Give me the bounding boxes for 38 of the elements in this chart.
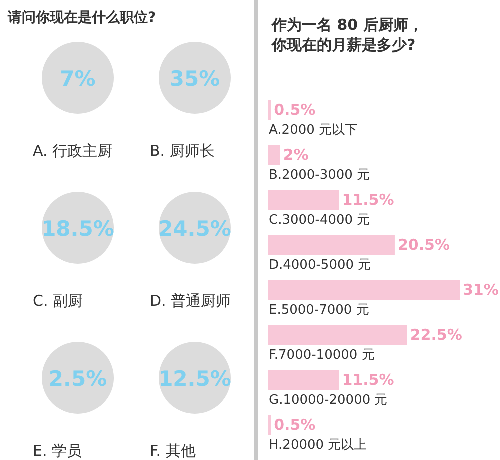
data-label: 20.5% — [398, 236, 450, 254]
y-tick-label: C.3000-4000 元 — [269, 213, 370, 228]
category-label: B. 厨师长 — [150, 142, 215, 160]
data-label: 11.5% — [342, 371, 394, 389]
data-label: 24.5% — [158, 217, 232, 241]
bar — [268, 100, 272, 120]
bar — [268, 370, 340, 390]
y-tick-label: E.5000-7000 元 — [269, 303, 370, 318]
category-label: F. 其他 — [150, 442, 196, 460]
category-label: C. 副厨 — [33, 292, 84, 310]
bar — [268, 190, 340, 210]
data-label: 35% — [170, 67, 220, 91]
y-tick-label: G.10000-20000 元 — [269, 393, 388, 408]
bar — [268, 145, 280, 165]
data-label: 22.5% — [410, 326, 462, 344]
category-label: E. 学员 — [33, 442, 82, 460]
data-label: 18.5% — [42, 217, 114, 241]
data-label: 7% — [60, 67, 96, 91]
category-label: A. 行政主厨 — [33, 142, 113, 160]
y-tick-label: H.20000 元以上 — [269, 438, 368, 453]
y-tick-label: B.2000-3000 元 — [269, 168, 370, 183]
data-label: 2.5% — [48, 367, 108, 391]
data-label: 12.5% — [158, 367, 232, 391]
bar — [268, 235, 395, 255]
chart-title: 作为一名 80 后厨师，你现在的月薪是多少? — [271, 16, 424, 54]
y-tick-label: A.2000 元以下 — [269, 123, 358, 138]
data-label: 0.5% — [274, 416, 316, 434]
text: 请问你现在是什么职位? — [7, 10, 156, 26]
bar — [268, 415, 272, 435]
data-label: 11.5% — [342, 191, 394, 209]
data-label: 2% — [283, 146, 309, 164]
y-tick-label: D.4000-5000 元 — [269, 258, 372, 273]
y-tick-label: F.7000-10000 元 — [269, 348, 375, 363]
bar — [268, 325, 408, 345]
category-label: D. 普通厨师 — [150, 292, 232, 310]
data-label: 31% — [463, 281, 499, 299]
bar — [268, 280, 460, 300]
data-label: 0.5% — [274, 101, 316, 119]
